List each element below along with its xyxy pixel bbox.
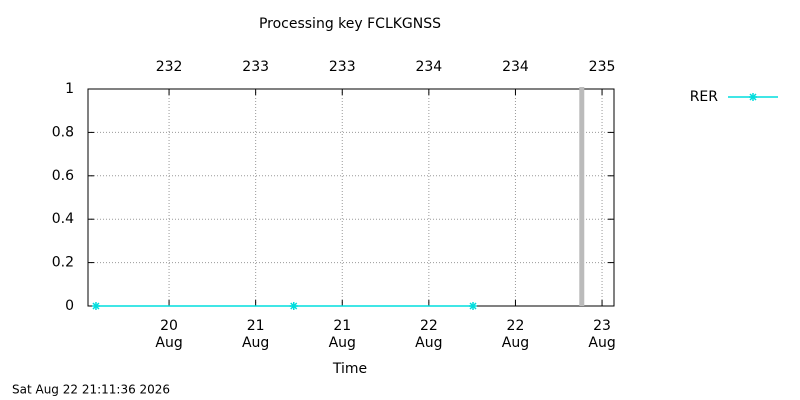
x2-tick-label: 234 bbox=[502, 59, 529, 75]
legend-label: RER bbox=[690, 89, 719, 105]
y-tick-label: 0.2 bbox=[52, 255, 74, 271]
plot-frame bbox=[87, 88, 615, 307]
x2-tick-label: 234 bbox=[415, 59, 442, 75]
x-tick-label: 22 Aug bbox=[502, 318, 529, 351]
x-tick-label: 22 Aug bbox=[415, 318, 442, 351]
y-tick-label: 1 bbox=[65, 81, 74, 97]
x2-tick-label: 235 bbox=[589, 59, 616, 75]
x-tick-label: 23 Aug bbox=[588, 318, 615, 351]
x-axis-label: Time bbox=[332, 361, 367, 377]
y-tick-label: 0.6 bbox=[52, 168, 74, 184]
y-tick-label: 0.8 bbox=[52, 124, 74, 140]
x2-tick-label: 233 bbox=[329, 59, 356, 75]
x2-tick-label: 232 bbox=[156, 59, 183, 75]
point bbox=[91, 302, 100, 310]
point bbox=[469, 302, 478, 310]
x-tick-label: 20 Aug bbox=[155, 318, 182, 351]
y-tick-label: 0 bbox=[65, 298, 74, 314]
legend-marker bbox=[749, 93, 757, 101]
point bbox=[289, 302, 298, 310]
x-tick-label: 21 Aug bbox=[242, 318, 269, 351]
x2-tick-label: 233 bbox=[242, 59, 269, 75]
y-tick-label: 0.4 bbox=[52, 211, 74, 227]
timestamp: Sat Aug 22 21:11:36 2026 bbox=[12, 383, 170, 397]
chart-title: Processing key FCLKGNSS bbox=[259, 16, 441, 32]
x-tick-label: 21 Aug bbox=[329, 318, 356, 351]
